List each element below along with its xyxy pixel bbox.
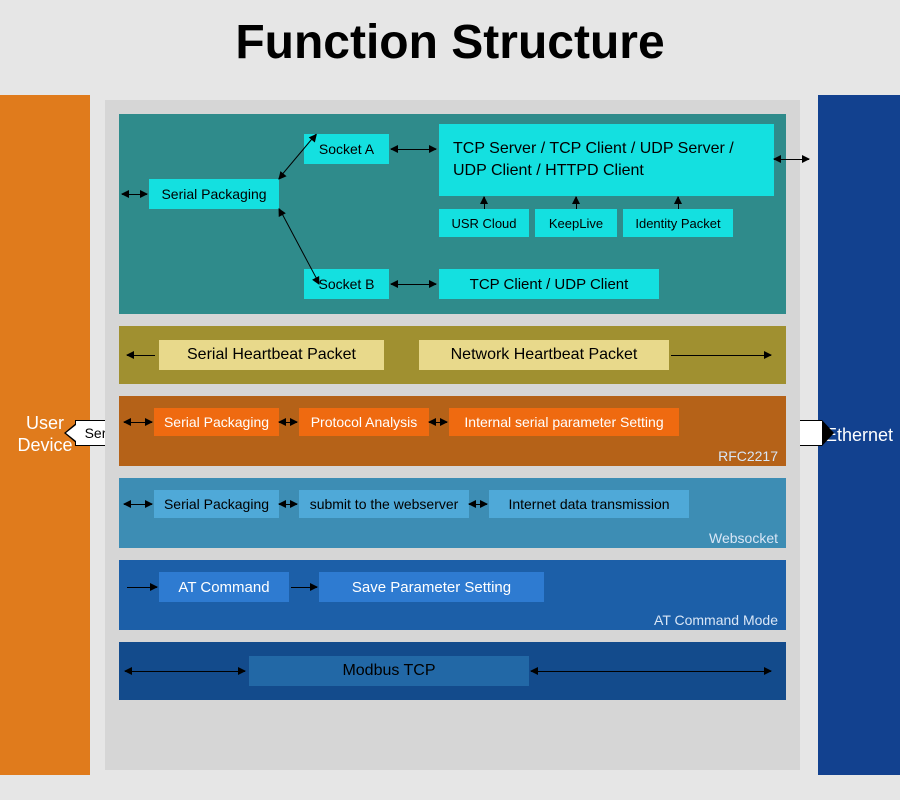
serial-packaging-box: Serial Packaging — [149, 179, 279, 209]
at-save-box: Save Parameter Setting — [319, 572, 544, 602]
arrow — [279, 209, 320, 285]
rfc-internal-setting: Internal serial parameter Setting — [449, 408, 679, 436]
arrow — [291, 587, 317, 588]
serial-heartbeat-box: Serial Heartbeat Packet — [159, 340, 384, 370]
keeplive-box: KeepLive — [535, 209, 617, 237]
modbus-panel: Modbus TCP — [119, 642, 786, 700]
socket-panel: Serial Packaging Socket A Socket B TCP S… — [119, 114, 786, 314]
arrow — [671, 355, 771, 356]
at-label: AT Command Mode — [654, 612, 778, 628]
arrow — [774, 159, 809, 160]
rfc2217-panel: Serial Packaging Protocol Analysis Inter… — [119, 396, 786, 466]
websocket-panel: Serial Packaging submit to the webserver… — [119, 478, 786, 548]
arrow — [469, 504, 487, 505]
center-stack: Serial Packaging Socket A Socket B TCP S… — [105, 100, 800, 770]
arrow — [484, 197, 485, 209]
arrow — [576, 197, 577, 209]
ws-label: Websocket — [709, 530, 778, 546]
arrow — [124, 422, 152, 423]
arrow — [279, 504, 297, 505]
ws-transmission: Internet data transmission — [489, 490, 689, 518]
ethernet-connector — [798, 420, 822, 446]
arrow — [127, 355, 155, 356]
heartbeat-panel: Serial Heartbeat Packet Network Heartbea… — [119, 326, 786, 384]
diagram-root: Function Structure User Device Ethernet … — [0, 0, 900, 800]
arrow — [531, 671, 771, 672]
arrow — [391, 149, 436, 150]
arrow — [122, 194, 147, 195]
page-title: Function Structure — [0, 0, 900, 70]
arrow — [391, 284, 436, 285]
ethernet-label: Ethernet — [825, 425, 893, 446]
arrow — [429, 422, 447, 423]
at-panel: AT Command Save Parameter Setting AT Com… — [119, 560, 786, 630]
rfc-serial-packaging: Serial Packaging — [154, 408, 279, 436]
network-heartbeat-box: Network Heartbeat Packet — [419, 340, 669, 370]
usr-cloud-box: USR Cloud — [439, 209, 529, 237]
at-command-box: AT Command — [159, 572, 289, 602]
rfc-protocol-analysis: Protocol Analysis — [299, 408, 429, 436]
arrow — [678, 197, 679, 209]
arrow — [127, 587, 157, 588]
identity-packet-box: Identity Packet — [623, 209, 733, 237]
arrow — [279, 422, 297, 423]
rfc2217-label: RFC2217 — [718, 448, 778, 464]
arrow — [124, 504, 152, 505]
protocols-bottom-box: TCP Client / UDP Client — [439, 269, 659, 299]
ws-submit: submit to the webserver — [299, 490, 469, 518]
modbus-box: Modbus TCP — [249, 656, 529, 686]
protocols-top-box: TCP Server / TCP Client / UDP Server / U… — [439, 124, 774, 196]
arrow — [125, 671, 245, 672]
ws-serial-packaging: Serial Packaging — [154, 490, 279, 518]
